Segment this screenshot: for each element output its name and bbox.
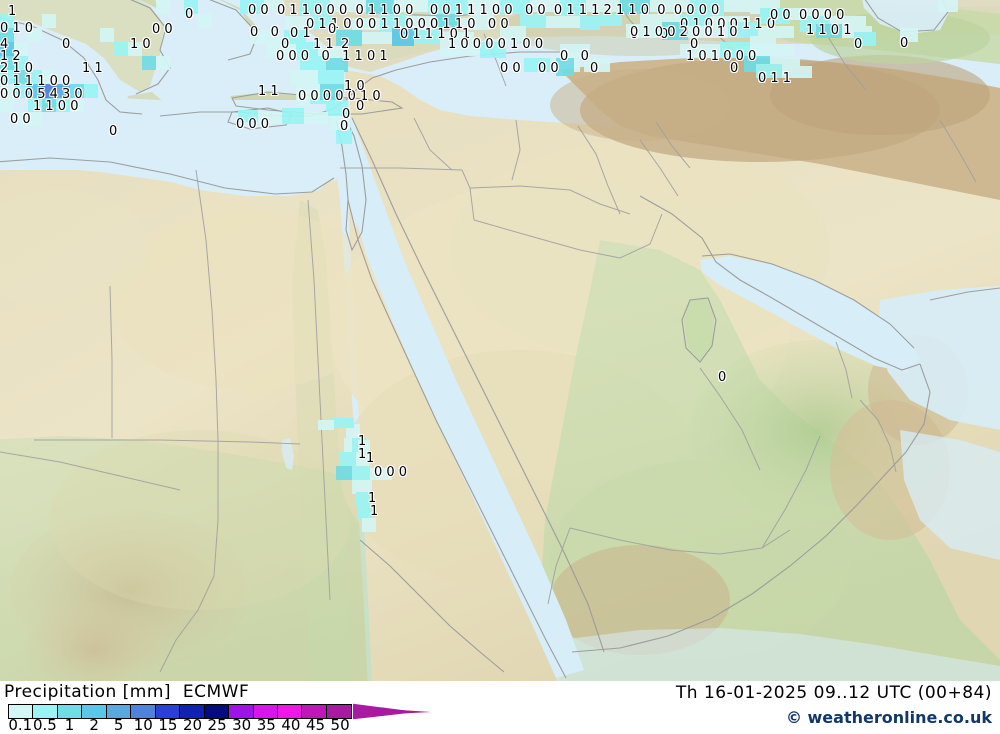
- legend-tick-20: 20: [182, 716, 203, 734]
- legend-tick-30: 30: [232, 716, 252, 734]
- legend-swatch-20: [180, 705, 205, 718]
- legend-tick-25: 25: [207, 716, 227, 734]
- copyright-notice: © weatheronline.co.uk: [785, 708, 992, 727]
- legend-swatch-35: [253, 705, 278, 718]
- legend-tick-45: 45: [305, 716, 326, 734]
- legend-swatch-50: [326, 705, 352, 718]
- legend-swatch-1: [57, 705, 83, 718]
- legend-swatch-2: [82, 705, 107, 718]
- legend-swatch-30: [229, 705, 254, 718]
- legend-tick-1: 1: [64, 716, 75, 734]
- legend-swatch-40: [277, 705, 303, 718]
- forecast-timestamp: Th 16-01-2025 09..12 UTC (00+84): [675, 683, 992, 703]
- map-footer: Precipitation [mm] ECMWF 0.1 0.5 1 2 5 10 15 20…: [0, 681, 1000, 733]
- legend-title: Precipitation [mm] ECMWF: [4, 682, 250, 702]
- legend-swatch-15: [155, 705, 181, 718]
- legend-swatch-0.5: [33, 705, 58, 718]
- legend-colorbar: [8, 704, 353, 719]
- legend-tick-40: 40: [281, 716, 301, 734]
- legend-tick-15: 15: [158, 716, 178, 734]
- legend-tick-50: 50: [330, 716, 350, 734]
- precipitation-raster-layer: [0, 0, 876, 520]
- precipitation-map[interactable]: 0 0 0 1 1 0 0 0 0 1 1 0 0 0 0 1 1 1 0 0 …: [0, 0, 1000, 681]
- legend-colorbar-wrap: [8, 703, 548, 720]
- legend-swatch-0.1: [9, 705, 34, 718]
- legend-tick-35: 35: [256, 716, 276, 734]
- legend-tick-2: 2: [89, 716, 99, 734]
- legend-tick-0.1: 0.1: [8, 716, 33, 734]
- legend-swatch-5: [106, 705, 132, 718]
- legend-swatch-45: [302, 705, 327, 718]
- legend-tick-10: 10: [133, 716, 153, 734]
- colorbar-overflow-arrow: [353, 703, 432, 720]
- legend-tick-labels: 0.1 0.5 1 2 5 10 15 20 25 30 35 40 45 50: [0, 717, 560, 733]
- legend-swatch-25: [204, 705, 230, 718]
- legend-swatch-10: [131, 705, 156, 718]
- legend-tick-5: 5: [113, 716, 124, 734]
- legend-tick-0.5: 0.5: [32, 716, 57, 734]
